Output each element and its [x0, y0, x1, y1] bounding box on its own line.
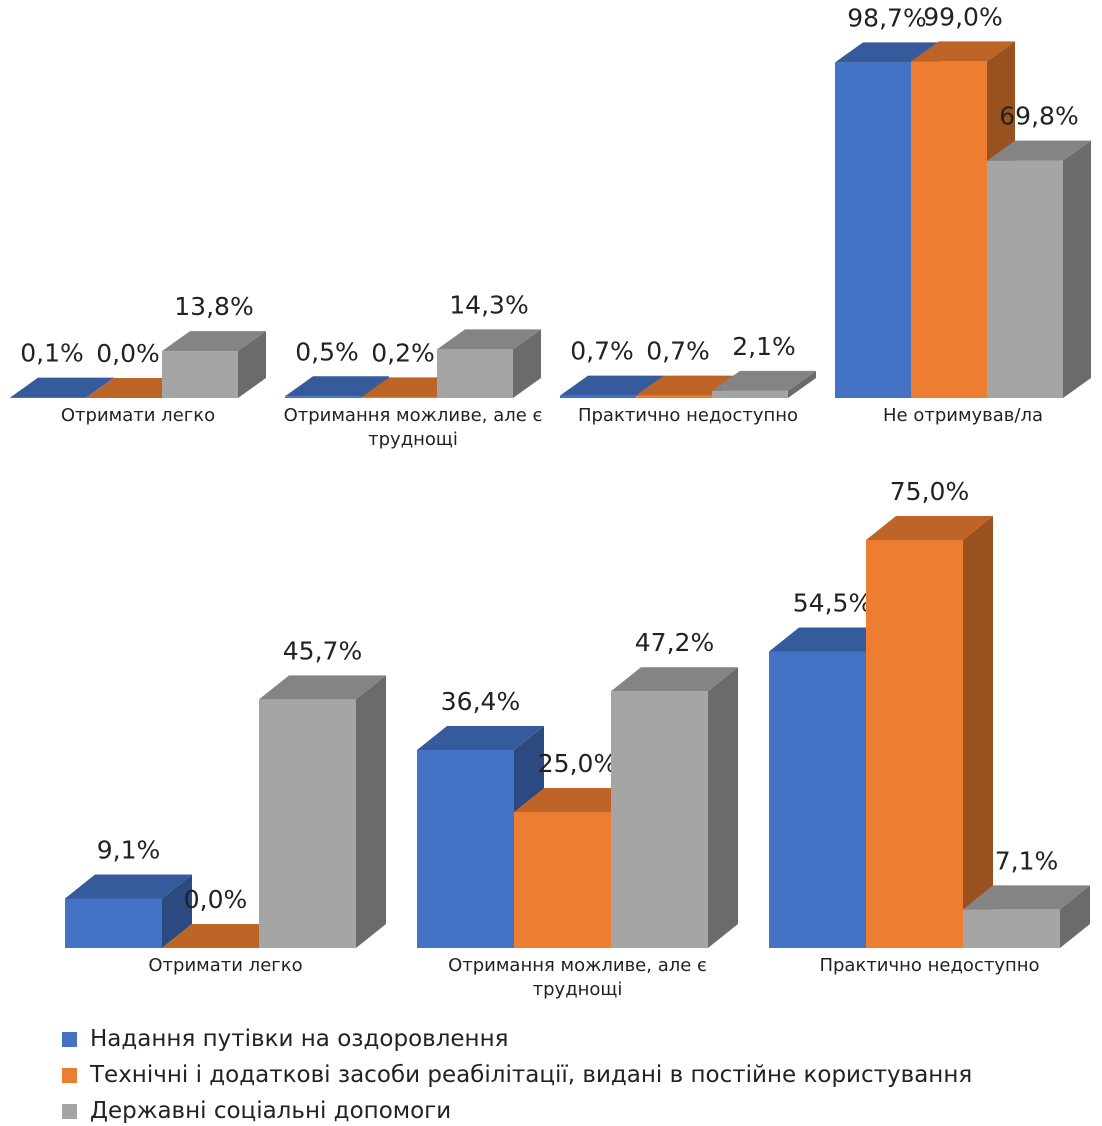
bar-side	[238, 331, 266, 398]
bar-top	[162, 331, 266, 352]
value-label: 75,0%	[890, 477, 969, 506]
bar-top	[835, 42, 939, 63]
value-label: 0,7%	[646, 337, 710, 366]
value-label: 99,0%	[923, 2, 1002, 31]
category-label: Не отримував/ла	[882, 405, 1044, 426]
bar-top	[560, 375, 664, 396]
bar-front	[866, 540, 963, 948]
bar-side	[1063, 140, 1091, 398]
bar	[65, 874, 192, 948]
bar-top	[285, 376, 389, 397]
bar-top	[866, 516, 993, 540]
bar-front	[560, 395, 636, 398]
value-label: 0,5%	[295, 337, 359, 366]
value-label: 0,7%	[570, 337, 634, 366]
bar-front	[712, 390, 788, 398]
bar-top	[712, 370, 816, 391]
bar	[437, 329, 541, 398]
legend-label: Надання путівки на оздоровлення	[90, 1026, 509, 1052]
bar-top	[65, 874, 192, 899]
value-label: 13,8%	[174, 292, 253, 321]
legend-swatch	[62, 1031, 77, 1047]
value-label: 98,7%	[847, 3, 926, 32]
bar-side	[86, 377, 114, 398]
bar-front	[963, 909, 1060, 948]
bar-front	[285, 396, 361, 398]
bar	[162, 924, 289, 948]
category-label: Практично недоступно	[819, 955, 1040, 976]
bar-top	[10, 377, 114, 398]
value-label: 14,3%	[449, 290, 528, 319]
bar-front	[259, 699, 356, 948]
bar-top	[417, 725, 544, 750]
bar-front	[514, 812, 611, 948]
bar-top	[963, 885, 1090, 910]
bar-front	[162, 351, 238, 398]
bar	[963, 885, 1090, 948]
value-label: 0,2%	[371, 338, 435, 367]
bar-top	[514, 788, 641, 812]
bar-side	[1060, 885, 1090, 948]
bar	[10, 377, 114, 398]
bar-front	[636, 395, 712, 398]
bar-top	[769, 627, 896, 652]
bar-top	[259, 675, 386, 700]
bar	[866, 516, 993, 948]
value-label: 9,1%	[97, 835, 161, 864]
bar-front	[911, 61, 987, 399]
value-label: 54,5%	[793, 589, 872, 618]
bar	[285, 376, 389, 398]
value-label: 0,0%	[184, 885, 248, 914]
legend-label: Технічні і додаткові засоби реабілітації…	[90, 1062, 973, 1088]
value-label: 0,1%	[20, 339, 84, 368]
bar-front	[611, 691, 708, 948]
value-label: 45,7%	[283, 636, 362, 665]
legend-item: Державні соціальні допомоги	[62, 1098, 451, 1124]
value-label: 69,8%	[999, 102, 1078, 131]
bar-front	[361, 397, 437, 398]
value-label: 2,1%	[732, 332, 796, 361]
legend-item: Надання путівки на оздоровлення	[62, 1026, 508, 1052]
bar-top	[611, 667, 738, 692]
category-label: Отримання можливе, але є труднощі	[283, 405, 543, 450]
legend-swatch	[62, 1103, 77, 1119]
bar-top	[911, 41, 1015, 62]
category-label: Отримати легко	[148, 955, 303, 976]
category-label: Отримання можливе, але є труднощі	[448, 955, 707, 1000]
legend-item: Технічні і додаткові засоби реабілітації…	[62, 1062, 972, 1088]
bar-top	[437, 329, 541, 350]
bar-front	[835, 62, 911, 399]
bar-side	[162, 874, 192, 948]
bar-front	[65, 898, 162, 948]
legend-label: Державні соціальні допомоги	[90, 1098, 452, 1124]
bar	[712, 370, 816, 398]
bar-top	[987, 140, 1091, 161]
bar-front	[437, 349, 513, 398]
category-label: Практично недоступно	[577, 405, 799, 426]
bar-side	[708, 667, 738, 948]
value-label: 47,2%	[635, 628, 714, 657]
value-label: 36,4%	[441, 687, 520, 716]
value-label: 25,0%	[538, 749, 617, 778]
bar-side	[356, 675, 386, 948]
bar-front	[417, 749, 514, 948]
bar-side	[963, 516, 993, 948]
bar-front	[987, 160, 1063, 398]
bar	[259, 675, 386, 948]
bar-top	[162, 924, 289, 948]
legend-swatch	[62, 1067, 77, 1083]
value-label: 0,0%	[96, 339, 160, 368]
bar-front	[769, 651, 866, 948]
bar-side	[788, 370, 816, 398]
value-label: 7,1%	[995, 846, 1059, 875]
bar	[987, 140, 1091, 398]
category-label: Отримати легко	[60, 405, 216, 426]
bar-side	[513, 329, 541, 398]
bar	[162, 331, 266, 398]
bar	[611, 667, 738, 948]
